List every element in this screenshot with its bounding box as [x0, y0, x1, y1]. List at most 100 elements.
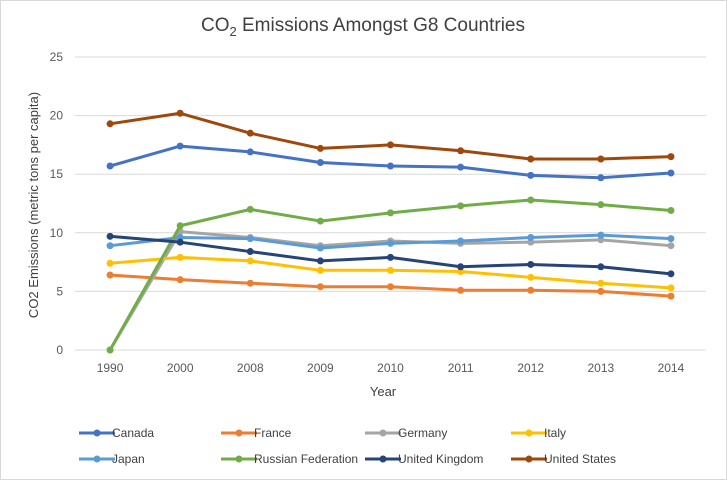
- legend-swatch-marker: [93, 455, 101, 463]
- data-point: [246, 148, 254, 156]
- data-point: [316, 283, 324, 291]
- data-point: [667, 169, 675, 177]
- legend-swatch-marker: [93, 429, 101, 437]
- legend-item: United Kingdom: [365, 452, 483, 466]
- data-point: [667, 270, 675, 278]
- legend-label: Japan: [112, 452, 145, 466]
- legend-swatch-marker: [379, 429, 387, 437]
- data-point: [246, 257, 254, 265]
- data-point: [176, 276, 184, 284]
- legend: Canada France Germany Italy Japan Russian Fed…: [79, 426, 616, 466]
- y-tick-label: 15: [50, 167, 64, 181]
- data-point: [667, 242, 675, 250]
- legend-label: France: [254, 426, 292, 440]
- data-point: [106, 232, 114, 240]
- series-russian-federation: [106, 196, 675, 354]
- legend-label: United Kingdom: [398, 452, 483, 466]
- data-point: [316, 266, 324, 274]
- data-point: [106, 242, 114, 250]
- data-point: [527, 273, 535, 281]
- data-point: [387, 283, 394, 291]
- data-point: [106, 259, 114, 267]
- data-point: [667, 235, 675, 243]
- x-axis-title: Year: [370, 384, 397, 399]
- data-point: [176, 238, 184, 246]
- data-point: [176, 222, 184, 230]
- x-axis-ticks: 1990 2000 2008 2009 2010 2011 2012 2013 2014: [97, 361, 685, 375]
- series-lines: [106, 109, 675, 354]
- y-tick-label: 5: [56, 284, 63, 298]
- x-tick-label: 2012: [517, 361, 544, 375]
- data-point: [316, 257, 324, 265]
- series-line: [108, 144, 673, 180]
- x-tick-label: 1990: [97, 361, 124, 375]
- data-point: [387, 266, 394, 274]
- y-tick-label: 0: [56, 343, 63, 357]
- data-point: [106, 120, 114, 128]
- series-line: [108, 198, 673, 352]
- legend-item: Japan: [79, 452, 145, 466]
- data-point: [387, 253, 394, 261]
- legend-swatch-marker: [235, 429, 243, 437]
- data-point: [667, 284, 675, 292]
- data-point: [457, 202, 465, 210]
- data-point: [457, 263, 465, 271]
- legend-item: Germany: [365, 426, 447, 440]
- legend-label: Canada: [112, 426, 154, 440]
- data-point: [457, 237, 465, 245]
- data-point: [106, 162, 114, 170]
- data-point: [246, 248, 254, 256]
- data-point: [246, 279, 254, 287]
- series-japan: [106, 231, 675, 252]
- series-france: [106, 271, 675, 300]
- gridlines: [75, 56, 706, 351]
- data-point: [597, 174, 605, 182]
- legend-item: France: [221, 426, 292, 440]
- data-point: [387, 239, 394, 247]
- data-point: [597, 155, 605, 163]
- data-point: [316, 217, 324, 225]
- data-point: [246, 205, 254, 213]
- x-tick-label: 2009: [307, 361, 334, 375]
- data-point: [457, 286, 465, 294]
- data-point: [597, 231, 605, 239]
- data-point: [387, 141, 394, 149]
- data-point: [316, 144, 324, 152]
- data-point: [176, 142, 184, 150]
- chart-title: CO2 Emissions Amongst G8 Countries: [201, 15, 525, 39]
- y-tick-label: 10: [50, 226, 64, 240]
- data-point: [597, 287, 605, 295]
- data-point: [176, 109, 184, 117]
- series-italy: [106, 253, 675, 292]
- legend-label: Germany: [398, 426, 447, 440]
- data-point: [527, 233, 535, 241]
- y-axis-title: CO2 Emissions (metric tons per capita): [26, 92, 41, 318]
- data-point: [246, 129, 254, 137]
- data-point: [106, 346, 114, 354]
- legend-swatch-marker: [235, 455, 243, 463]
- x-tick-label: 2000: [167, 361, 194, 375]
- series-line: [108, 111, 673, 161]
- data-point: [106, 271, 114, 279]
- legend-swatch-marker: [525, 455, 533, 463]
- data-point: [667, 207, 675, 215]
- legend-swatch-marker: [525, 429, 533, 437]
- data-point: [527, 286, 535, 294]
- data-point: [527, 155, 535, 163]
- data-point: [667, 153, 675, 161]
- series-canada: [106, 142, 675, 182]
- data-point: [527, 171, 535, 179]
- series-united-kingdom: [106, 232, 675, 278]
- legend-item: United States: [511, 452, 616, 466]
- data-point: [176, 253, 184, 261]
- data-point: [457, 147, 465, 155]
- data-point: [316, 158, 324, 166]
- y-tick-label: 20: [50, 109, 64, 123]
- data-point: [667, 292, 675, 300]
- y-tick-label: 25: [50, 50, 64, 64]
- y-axis-ticks: 0 5 10 15 20 25: [50, 50, 64, 357]
- legend-label: Russian Federation: [254, 452, 358, 466]
- data-point: [246, 235, 254, 243]
- x-tick-label: 2013: [587, 361, 614, 375]
